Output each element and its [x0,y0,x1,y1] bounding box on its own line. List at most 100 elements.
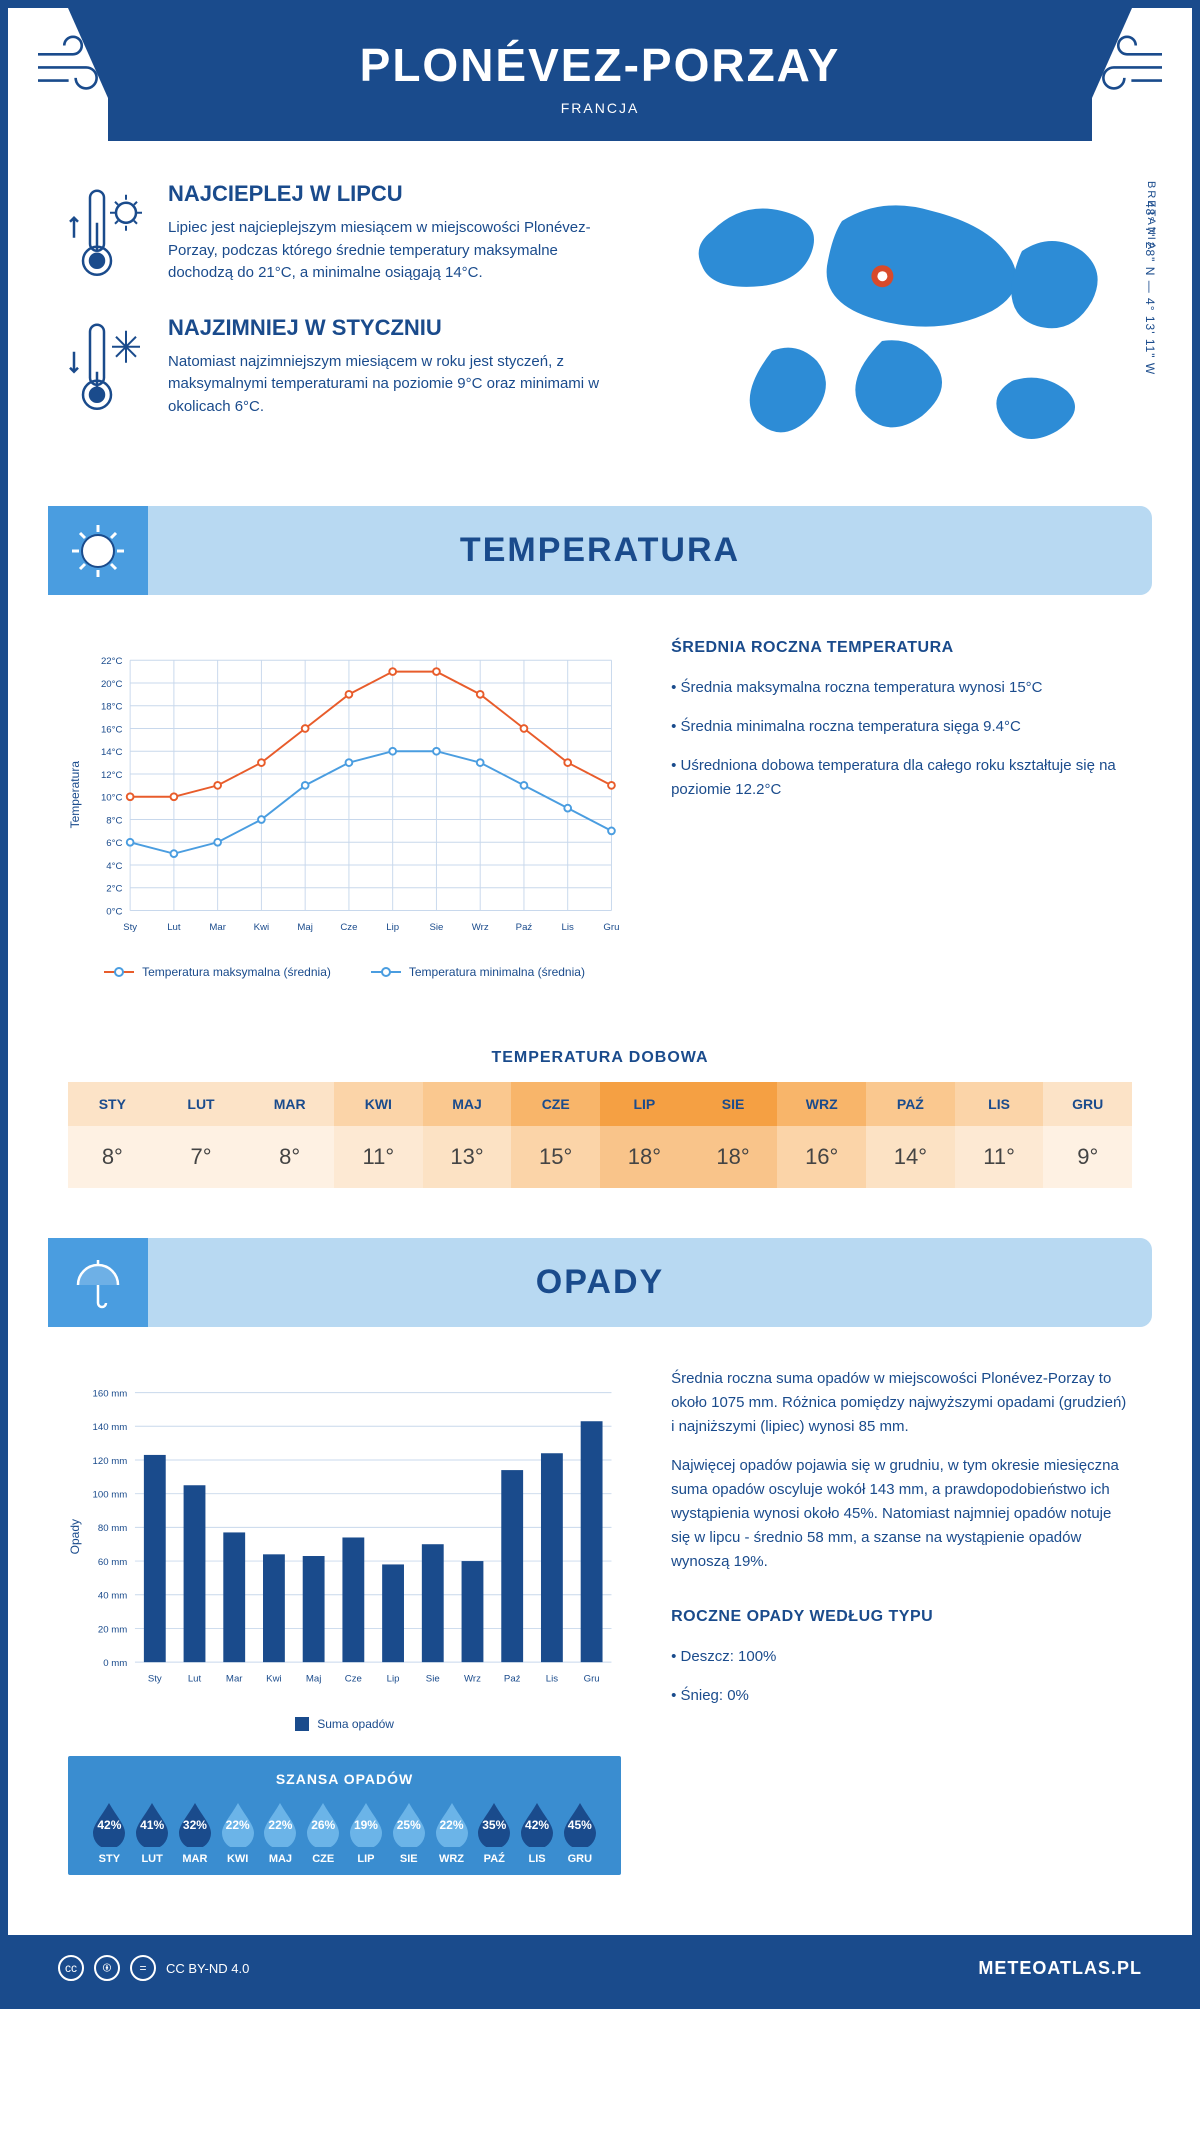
svg-text:Mar: Mar [209,922,226,933]
svg-text:6°C: 6°C [106,838,122,849]
svg-text:16°C: 16°C [101,724,123,735]
page-header: PLONÉVEZ-PORZAY FRANCJA [108,8,1092,141]
precip-text-2: Najwięcej opadów pojawia się w grudniu, … [671,1454,1132,1574]
svg-text:Lis: Lis [546,1673,558,1684]
precipitation-section-header: OPADY [48,1238,1152,1327]
precip-type-title: ROCZNE OPADY WEDŁUG TYPU [671,1604,1132,1630]
chance-item: 32%MAR [174,1799,217,1865]
precipitation-bar-chart: 0 mm20 mm40 mm60 mm80 mm100 mm120 mm140 … [82,1367,621,1707]
page-footer: cc 🅯 = CC BY-ND 4.0 METEOATLAS.PL [8,1935,1192,2001]
chance-item: 41%LUT [131,1799,174,1865]
warmest-block: NAJCIEPLEJ W LIPCU Lipiec jest najcieple… [68,181,612,285]
precip-legend-label: Suma opadów [317,1717,394,1731]
chance-item: 42%STY [88,1799,131,1865]
svg-text:120 mm: 120 mm [93,1456,128,1467]
svg-text:Mar: Mar [226,1673,243,1684]
warmest-text: Lipiec jest najcieplejszym miesiącem w m… [168,217,612,285]
svg-text:Cze: Cze [340,922,357,933]
by-icon: 🅯 [94,1955,120,1981]
precip-legend: Suma opadów [68,1717,621,1731]
svg-text:100 mm: 100 mm [93,1490,128,1501]
svg-text:Cze: Cze [345,1673,362,1684]
svg-text:Lut: Lut [188,1673,202,1684]
sun-icon [48,506,148,595]
legend-item: .legend-swatch::after{border-color:#4a9d… [371,965,585,979]
nd-icon: = [130,1955,156,1981]
thermometer-cold-icon [68,315,148,419]
stat-item: • Uśredniona dobowa temperatura dla całe… [671,754,1132,802]
stat-item: • Średnia maksymalna roczna temperatura … [671,676,1132,700]
chance-item: 22%WRZ [430,1799,473,1865]
svg-text:80 mm: 80 mm [98,1523,127,1534]
svg-text:40 mm: 40 mm [98,1591,127,1602]
chance-item: 26%CZE [302,1799,345,1865]
stat-item: • Średnia minimalna roczna temperatura s… [671,715,1132,739]
svg-text:Sty: Sty [123,922,137,933]
legend-item: .legend-swatch::after{border-color:#e85c… [104,965,331,979]
chance-item: 25%SIE [387,1799,430,1865]
svg-text:Maj: Maj [306,1673,321,1684]
temperature-line-chart: 0°C2°C4°C6°C8°C10°C12°C14°C16°C18°C20°C2… [82,635,621,955]
chance-title: SZANSA OPADÓW [88,1771,601,1787]
thermometer-hot-icon [68,181,148,285]
warmest-title: NAJCIEPLEJ W LIPCU [168,181,612,207]
chance-item: 35%PAŹ [473,1799,516,1865]
daily-cell: LIS11° [955,1082,1044,1188]
daily-cell: STY8° [68,1082,157,1188]
temp-stats-title: ŚREDNIA ROCZNA TEMPERATURA [671,635,1132,661]
precipitation-title: OPADY [48,1263,1152,1302]
svg-text:14°C: 14°C [101,747,123,758]
daily-cell: MAJ13° [423,1082,512,1188]
svg-text:Lip: Lip [387,1673,400,1684]
svg-text:22°C: 22°C [101,656,123,667]
daily-cell: WRZ16° [777,1082,866,1188]
svg-text:Gru: Gru [584,1673,600,1684]
daily-temperature-table: STY8°LUT7°MAR8°KWI11°MAJ13°CZE15°LIP18°S… [68,1082,1132,1188]
license-text: CC BY-ND 4.0 [166,1961,249,1976]
svg-text:Gru: Gru [603,922,619,933]
daily-cell: SIE18° [689,1082,778,1188]
svg-text:2°C: 2°C [106,884,122,895]
daily-cell: KWI11° [334,1082,423,1188]
coldest-text: Natomiast najzimniejszym miesiącem w rok… [168,351,612,419]
temperature-title: TEMPERATURA [48,531,1152,570]
precip-y-label: Opady [68,1519,82,1554]
svg-text:Paź: Paź [504,1673,521,1684]
precip-type-item: • Deszcz: 100% [671,1645,1132,1669]
svg-text:60 mm: 60 mm [98,1557,127,1568]
svg-text:20°C: 20°C [101,679,123,690]
coldest-block: NAJZIMNIEJ W STYCZNIU Natomiast najzimni… [68,315,612,419]
coldest-title: NAJZIMNIEJ W STYCZNIU [168,315,612,341]
svg-text:140 mm: 140 mm [93,1422,128,1433]
world-map: BRETANIA 48° 7' 28" N — 4° 13' 11" W [652,181,1132,466]
svg-text:Sty: Sty [148,1673,162,1684]
svg-text:Sie: Sie [426,1673,440,1684]
daily-cell: CZE15° [511,1082,600,1188]
svg-text:Lis: Lis [562,922,574,933]
precip-text-1: Średnia roczna suma opadów w miejscowośc… [671,1367,1132,1439]
svg-text:18°C: 18°C [101,702,123,713]
temp-y-label: Temperatura [68,761,82,828]
svg-text:20 mm: 20 mm [98,1624,127,1635]
svg-text:Maj: Maj [297,922,312,933]
svg-text:12°C: 12°C [101,770,123,781]
svg-text:4°C: 4°C [106,861,122,872]
temperature-section-header: TEMPERATURA [48,506,1152,595]
svg-text:160 mm: 160 mm [93,1388,128,1399]
umbrella-icon [48,1238,148,1327]
svg-text:Kwi: Kwi [254,922,269,933]
daily-cell: PAŹ14° [866,1082,955,1188]
chance-item: 22%MAJ [259,1799,302,1865]
svg-text:Lip: Lip [386,922,399,933]
svg-text:Wrz: Wrz [472,922,489,933]
daily-temp-title: TEMPERATURA DOBOWA [8,1049,1192,1067]
daily-cell: GRU9° [1043,1082,1132,1188]
location-title: PLONÉVEZ-PORZAY [108,38,1092,92]
coords-label: 48° 7' 28" N — 4° 13' 11" W [1143,201,1157,375]
chance-item: 42%LIS [516,1799,559,1865]
daily-cell: LIP18° [600,1082,689,1188]
daily-cell: MAR8° [245,1082,334,1188]
svg-text:0°C: 0°C [106,906,122,917]
country-subtitle: FRANCJA [108,100,1092,116]
precip-type-item: • Śnieg: 0% [671,1684,1132,1708]
